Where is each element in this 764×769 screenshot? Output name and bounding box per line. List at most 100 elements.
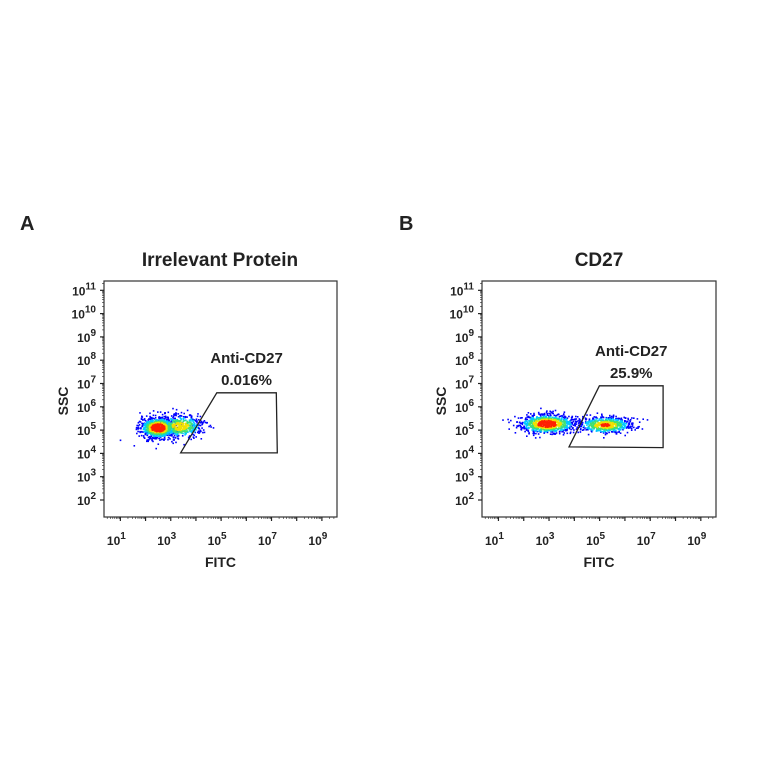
data-point <box>605 416 608 419</box>
data-point <box>553 424 555 427</box>
data-point <box>526 422 529 425</box>
x-tick-label: 103 <box>536 531 555 548</box>
data-point <box>199 429 202 432</box>
data-point <box>595 418 598 420</box>
data-point <box>150 435 152 437</box>
data-point <box>638 425 640 428</box>
data-point <box>565 429 567 432</box>
data-point <box>170 421 172 423</box>
data-point <box>148 418 150 420</box>
data-point <box>193 426 196 428</box>
data-point <box>154 414 157 417</box>
data-point <box>157 411 159 413</box>
data-point <box>525 423 527 426</box>
data-point <box>545 423 547 425</box>
data-point <box>175 441 177 444</box>
data-point <box>538 420 540 423</box>
data-point <box>553 414 556 417</box>
data-point <box>196 420 198 422</box>
data-point <box>637 427 639 429</box>
data-point <box>151 422 154 424</box>
data-point <box>580 428 582 430</box>
data-point <box>546 410 548 412</box>
data-point <box>607 422 610 425</box>
data-point <box>155 432 157 435</box>
data-point <box>173 424 176 427</box>
data-point <box>553 417 556 419</box>
data-point <box>594 420 596 423</box>
data-point <box>151 437 154 439</box>
data-point <box>595 423 597 426</box>
data-point <box>609 414 611 417</box>
data-point <box>144 432 147 434</box>
data-point <box>141 416 144 418</box>
data-point <box>172 436 175 438</box>
data-point <box>543 426 545 429</box>
data-point <box>563 428 565 431</box>
data-point <box>537 417 539 420</box>
data-point <box>186 409 189 412</box>
data-point <box>560 418 562 420</box>
data-point <box>531 415 534 417</box>
data-point <box>171 433 173 436</box>
data-point <box>205 422 208 424</box>
data-point <box>563 417 566 419</box>
data-point <box>177 437 179 439</box>
data-point <box>166 428 168 431</box>
data-point <box>177 435 180 437</box>
data-point <box>624 434 626 437</box>
data-point <box>160 438 163 441</box>
data-point <box>160 416 162 419</box>
data-point <box>526 420 528 423</box>
x-tick-label: 105 <box>208 531 227 548</box>
data-point <box>581 421 584 424</box>
plot-frame <box>481 280 717 518</box>
data-point <box>187 436 190 439</box>
data-point <box>147 419 149 421</box>
data-point <box>198 419 200 421</box>
data-point <box>626 420 629 423</box>
data-point <box>617 422 620 424</box>
data-point <box>172 425 175 428</box>
data-point <box>623 424 625 427</box>
data-point <box>601 413 603 416</box>
data-point <box>540 413 543 415</box>
data-point <box>160 420 162 423</box>
data-point <box>197 431 199 434</box>
data-point <box>525 426 527 428</box>
data-point <box>145 426 147 429</box>
data-point <box>602 416 605 419</box>
data-point <box>197 413 199 415</box>
data-point <box>617 427 619 430</box>
data-point <box>562 414 565 416</box>
data-point <box>552 410 554 413</box>
data-point <box>191 418 194 421</box>
data-point <box>622 427 625 429</box>
data-point <box>175 423 177 426</box>
data-point <box>533 412 535 415</box>
data-point <box>147 436 150 439</box>
data-point <box>614 426 617 429</box>
data-point <box>612 425 614 428</box>
data-point <box>604 433 607 436</box>
data-point <box>158 434 161 436</box>
scatter-points <box>502 407 649 439</box>
data-point <box>547 423 549 426</box>
data-point <box>166 434 168 436</box>
data-point <box>606 432 608 435</box>
data-point <box>555 421 558 424</box>
data-point <box>542 423 545 425</box>
data-point <box>173 417 175 420</box>
data-point <box>519 424 522 427</box>
data-point <box>151 434 154 436</box>
data-point <box>170 428 172 430</box>
data-point <box>605 420 607 422</box>
data-point <box>171 432 174 434</box>
data-point <box>563 422 565 424</box>
data-point <box>148 438 151 440</box>
data-point <box>190 427 192 430</box>
data-point <box>153 434 156 436</box>
y-tick-label: 106 <box>77 398 96 415</box>
data-point <box>188 414 191 417</box>
data-point <box>179 423 182 425</box>
